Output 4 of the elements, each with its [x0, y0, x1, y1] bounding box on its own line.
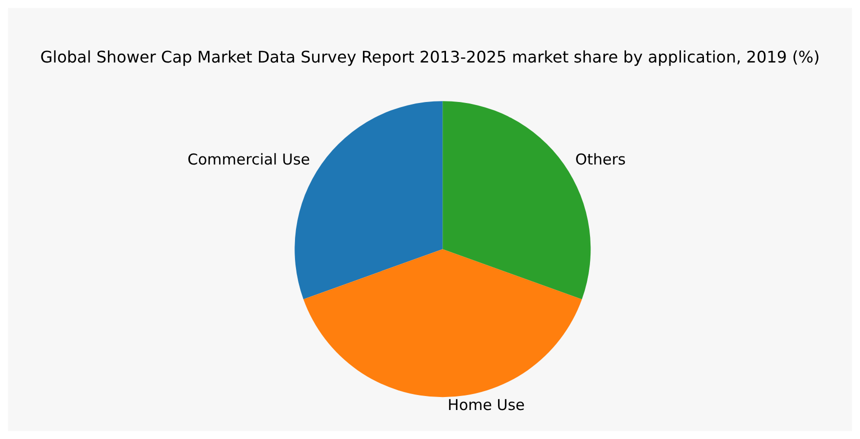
chart-title: Global Shower Cap Market Data Survey Report 2013-2025 market share by application, 2019 (%): [40, 48, 820, 66]
slice-label: Others: [575, 150, 626, 168]
slice-label: Home Use: [448, 396, 525, 414]
slice-label: Commercial Use: [188, 150, 310, 168]
